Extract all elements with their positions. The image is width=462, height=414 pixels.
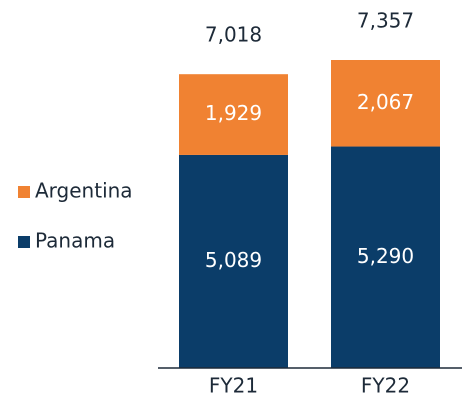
legend-swatch xyxy=(18,186,30,198)
total-label: 7,357 xyxy=(357,9,414,33)
bar-segment xyxy=(179,74,288,155)
bar-segment xyxy=(179,154,288,368)
x-tick-label: FY21 xyxy=(209,374,258,398)
legend-label: Panama xyxy=(35,229,115,253)
total-label: 7,018 xyxy=(205,23,262,47)
legend-swatch xyxy=(18,236,30,248)
value-label: 1,929 xyxy=(205,101,262,125)
legend-label: Argentina xyxy=(35,179,133,203)
bar-segment xyxy=(331,146,440,368)
bar-segment xyxy=(331,60,440,147)
value-label: 5,089 xyxy=(205,248,262,272)
x-tick-label: FY22 xyxy=(361,374,410,398)
value-label: 5,290 xyxy=(357,244,414,268)
value-label: 2,067 xyxy=(357,90,414,114)
